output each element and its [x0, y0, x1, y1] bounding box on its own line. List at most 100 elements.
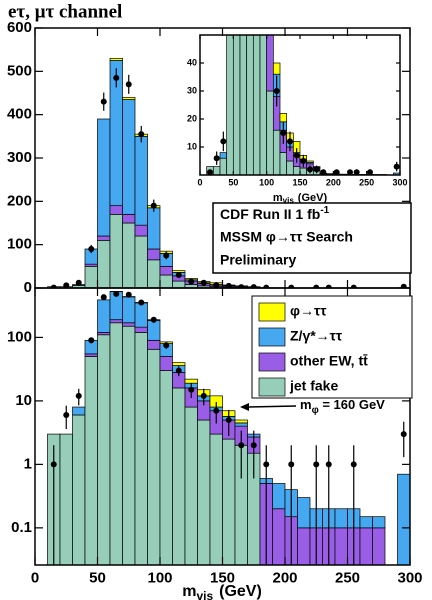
x-tick-label: 150	[292, 177, 307, 187]
data-point	[367, 169, 373, 175]
lower-plot	[47, 290, 410, 565]
bar	[197, 419, 211, 565]
bar	[134, 224, 148, 237]
data-point	[200, 279, 207, 286]
inset-x-label-main: m	[273, 192, 283, 204]
data-point	[138, 299, 145, 306]
data-point	[213, 281, 220, 288]
bar	[122, 325, 136, 565]
bar	[134, 326, 148, 333]
bar	[184, 406, 198, 565]
legend-label: other EW, tt̄	[290, 352, 368, 368]
mass-label-main: m	[300, 397, 312, 412]
data-point	[113, 74, 120, 81]
data-point	[350, 284, 357, 288]
data-point	[225, 282, 232, 288]
bar	[122, 296, 136, 324]
bar	[159, 265, 173, 276]
bar	[122, 322, 136, 327]
legend-label: φ→ττ	[290, 303, 327, 319]
bar	[297, 527, 311, 565]
data-point	[125, 291, 132, 298]
y-tick-label: 300	[7, 149, 32, 166]
x-tick-label: 150	[210, 569, 235, 586]
bar	[122, 213, 136, 224]
x-label-unit: (GeV)	[219, 583, 262, 600]
data-point	[213, 155, 220, 162]
bar	[279, 152, 288, 175]
data-point	[347, 169, 353, 175]
legend-label: Z/γ*→ττ	[290, 328, 343, 344]
bar	[84, 353, 98, 357]
bar	[72, 406, 86, 416]
data-point	[333, 169, 340, 175]
bar	[226, 35, 234, 175]
data-point	[288, 284, 295, 288]
bar	[234, 422, 248, 427]
bar	[97, 239, 111, 288]
annotation-text: CDF Run II 1 fb	[220, 206, 320, 222]
data-point	[313, 284, 320, 288]
data-point	[263, 461, 270, 468]
data-point	[400, 431, 407, 438]
data-point	[288, 461, 295, 468]
bar	[334, 508, 348, 529]
data-point	[188, 278, 195, 285]
data-point	[263, 284, 270, 288]
y-tick-label: 0	[24, 279, 32, 296]
mass-label: mφ = 160 GeV	[300, 397, 385, 415]
bar	[266, 35, 274, 36]
bar	[397, 473, 410, 565]
data-point	[313, 166, 320, 173]
bar	[184, 378, 198, 384]
legend-swatch	[258, 327, 286, 347]
bar	[134, 332, 148, 565]
data-point	[125, 81, 132, 88]
y-tick-label: 10	[15, 392, 32, 409]
bar	[147, 259, 161, 288]
bar	[147, 320, 161, 341]
inset-plot	[206, 35, 400, 175]
y-tick-label: 100	[7, 236, 32, 253]
y-tick-label: 600	[7, 19, 32, 36]
y-tick-label: 10	[187, 141, 197, 151]
x-tick-label: 300	[397, 569, 422, 586]
data-point	[100, 294, 107, 301]
annotation-line: Preliminary	[220, 252, 296, 268]
bar	[97, 334, 111, 565]
data-point	[400, 283, 407, 288]
bar	[286, 160, 294, 175]
x-tick-label: 200	[272, 569, 297, 586]
data-point	[63, 411, 70, 418]
bar	[97, 299, 111, 333]
x-tick-label: 200	[326, 177, 341, 187]
inset-x-label-unit: (GeV)	[298, 192, 328, 204]
bar	[134, 302, 148, 328]
bar	[222, 438, 236, 565]
bar	[122, 96, 136, 100]
x-label-main: m	[182, 583, 196, 600]
bar	[372, 516, 386, 529]
bar	[239, 35, 248, 175]
bar	[109, 319, 123, 324]
x-axis-label: mvis (GeV)	[182, 583, 262, 600]
data-point	[350, 461, 357, 468]
bar	[84, 356, 98, 565]
bar	[266, 90, 274, 175]
bar	[272, 62, 281, 75]
bar	[372, 527, 386, 565]
bar	[172, 387, 186, 565]
bar	[59, 433, 73, 565]
bar	[306, 160, 314, 163]
bar	[159, 370, 173, 565]
data-point	[250, 442, 257, 449]
data-point	[100, 98, 107, 105]
bar	[72, 414, 86, 565]
legend-label: jet fake	[289, 378, 338, 394]
x-tick-label: 0	[31, 569, 39, 586]
data-point	[280, 130, 287, 136]
y-tick-label: 20	[187, 113, 197, 123]
y-tick-label: 100	[7, 328, 32, 345]
bar	[359, 527, 373, 565]
legend-swatch	[258, 302, 286, 322]
